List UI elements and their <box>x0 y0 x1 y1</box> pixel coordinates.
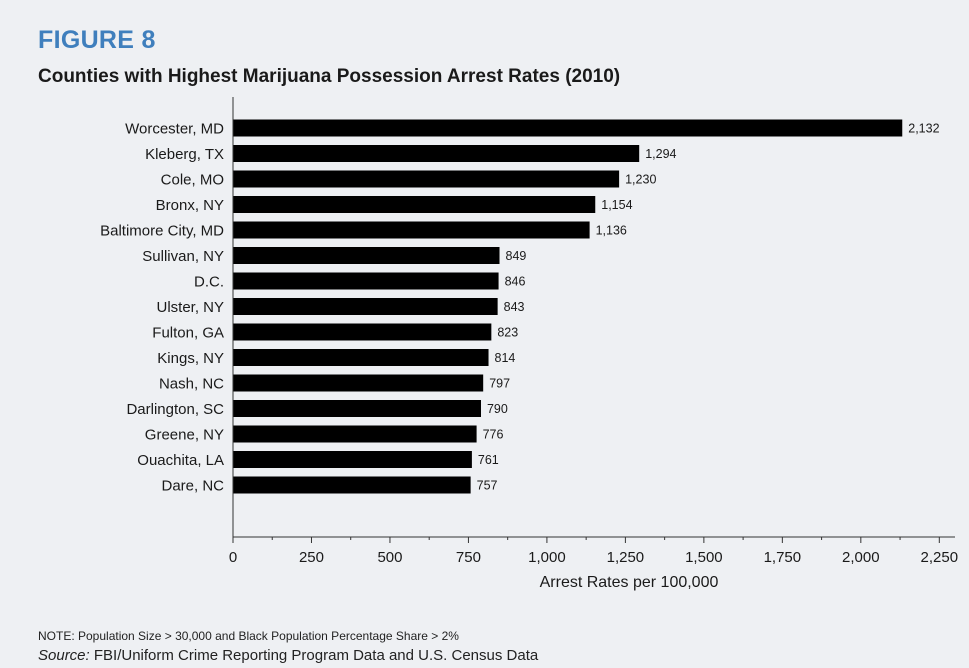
x-tick-label: 750 <box>456 549 481 566</box>
bar <box>233 196 596 213</box>
chart-note: NOTE: Population Size > 30,000 and Black… <box>38 629 459 643</box>
data-label: 761 <box>478 453 499 467</box>
data-label: 1,154 <box>601 198 632 212</box>
data-label: 776 <box>483 428 504 442</box>
data-label: 846 <box>505 275 526 289</box>
category-label: Bronx, NY <box>156 197 224 214</box>
data-label: 849 <box>506 249 527 263</box>
axes-group: 0 250 500 750 1,000 1,250 1,500 1,750 2,000 2,250… <box>229 97 958 591</box>
data-label: 790 <box>487 402 508 416</box>
x-tick-label: 500 <box>377 549 402 566</box>
x-tick-label: 1,750 <box>764 549 802 566</box>
category-label: Dare, NC <box>161 478 224 495</box>
bar <box>233 425 477 443</box>
x-tick-label: 1,000 <box>528 549 566 566</box>
bar <box>233 119 903 137</box>
bar <box>233 323 492 341</box>
x-tick-label: 1,500 <box>685 549 723 566</box>
x-tick-label: 0 <box>229 549 237 566</box>
x-tick-label: 250 <box>299 549 324 566</box>
bar <box>233 247 500 264</box>
source-prefix: Source: <box>38 647 90 664</box>
data-label: 2,132 <box>908 122 939 136</box>
x-axis-title: Arrest Rates per 100,000 <box>540 574 719 591</box>
data-label: 843 <box>504 300 525 314</box>
bar <box>233 145 640 162</box>
bars-group: Worcester, MD 2,132 Kleberg, TX 1,294 Cole, … <box>100 119 940 495</box>
data-label: 1,136 <box>596 224 627 238</box>
bar <box>233 272 499 290</box>
category-label: Kings, NY <box>157 350 224 367</box>
bar <box>233 170 620 188</box>
bar <box>233 221 590 239</box>
category-label: Darlington, SC <box>126 401 224 418</box>
category-label: Greene, NY <box>145 427 224 444</box>
category-label: Nash, NC <box>159 376 224 393</box>
bar <box>233 298 498 315</box>
source-text: FBI/Uniform Crime Reporting Program Data… <box>89 647 539 664</box>
category-label: Fulton, GA <box>152 325 224 342</box>
data-label: 823 <box>497 326 518 340</box>
bar <box>233 349 489 366</box>
data-label: 797 <box>489 377 510 391</box>
chart-source: Source: FBI/Uniform Crime Reporting Prog… <box>38 647 538 664</box>
data-label: 757 <box>477 479 498 493</box>
category-label: Ouachita, LA <box>137 452 224 469</box>
data-label: 1,294 <box>645 147 676 161</box>
category-label: D.C. <box>194 274 224 291</box>
category-label: Ulster, NY <box>156 299 224 316</box>
x-tick-label: 2,250 <box>921 549 959 566</box>
bar <box>233 476 471 494</box>
category-label: Kleberg, TX <box>145 146 224 163</box>
category-label: Cole, MO <box>161 172 224 189</box>
bar <box>233 400 481 417</box>
category-label: Worcester, MD <box>125 121 224 138</box>
chart-title: Counties with Highest Marijuana Possessi… <box>38 66 621 87</box>
bar-chart: Worcester, MD 2,132 Kleberg, TX 1,294 Cole, … <box>100 97 958 591</box>
category-label: Baltimore City, MD <box>100 223 224 240</box>
category-label: Sullivan, NY <box>142 248 224 265</box>
x-tick-label: 1,250 <box>607 549 645 566</box>
data-label: 1,230 <box>625 173 656 187</box>
bar <box>233 451 472 468</box>
x-tick-label: 2,000 <box>842 549 880 566</box>
figure-label: FIGURE 8 <box>38 26 156 54</box>
data-label: 814 <box>495 351 516 365</box>
bar <box>233 374 484 392</box>
